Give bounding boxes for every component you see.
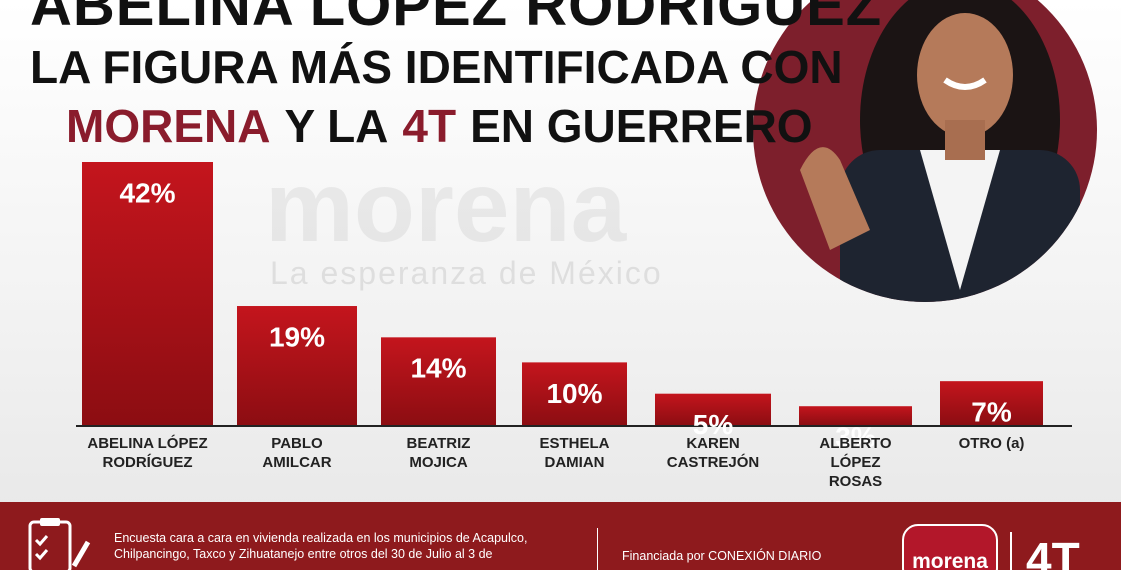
x-tick-label: KAREN CASTREJÓN <box>666 435 760 471</box>
bar <box>655 393 771 425</box>
value-label: 19% <box>269 321 325 352</box>
title: ABELINA LÓPEZ RODRÍGUEZ <box>30 0 883 38</box>
value-label: 3% <box>835 422 876 453</box>
x-tick-label: BEATRIZ MOJICA <box>406 435 471 471</box>
bar <box>522 362 627 425</box>
subtitle: LA FIGURA MÁS IDENTIFICADA CON <box>30 41 843 93</box>
value-label: 42% <box>119 177 175 208</box>
logo-divider <box>1010 532 1012 570</box>
bar <box>82 162 213 425</box>
x-tick-label: ESTHELA DAMIAN <box>539 435 610 471</box>
funding: Financiada por CONEXIÓN DIARIO <box>622 549 822 563</box>
value-label: 5% <box>693 409 734 440</box>
headline-part: EN GUERRERO <box>470 100 813 152</box>
value-label: 14% <box>410 353 466 384</box>
footer: Encuesta cara a cara en vivienda realiza… <box>0 502 1121 570</box>
x-tick-label: OTRO (a) <box>958 435 1025 452</box>
headline: MORENA Y LA 4T EN GUERRERO <box>66 99 827 153</box>
methodology-line: Encuesta cara a cara en vivienda realiza… <box>114 531 528 545</box>
x-tick-label: ALBERTO LÓPEZ ROSAS <box>819 435 892 490</box>
value-label: 7% <box>971 397 1012 428</box>
headline-part: MORENA <box>66 100 271 152</box>
divider <box>597 528 598 570</box>
methodology-line: Chilpancingo, Taxco y Zihuatanejo entre … <box>114 547 493 561</box>
x-tick-label: PABLO AMILCAR <box>262 435 332 471</box>
watermark: morena <box>265 151 627 263</box>
headline-part: 4T <box>402 100 457 152</box>
bar <box>237 306 357 425</box>
bar <box>940 381 1043 425</box>
x-tick-label: ABELINA LÓPEZ RODRÍGUEZ <box>87 435 208 471</box>
value-label: 10% <box>546 378 602 409</box>
bar <box>381 337 496 425</box>
watermark-tagline: La esperanza de México <box>270 255 663 291</box>
portrait <box>753 0 1097 302</box>
methodology: Encuesta cara a cara en vivienda realiza… <box>114 530 527 562</box>
logo-morena: morena <box>902 524 998 570</box>
logo-4t: 4T <box>1026 533 1080 570</box>
headline-part: Y LA <box>284 100 389 152</box>
clipboard-icon <box>28 518 91 570</box>
bar <box>799 406 912 425</box>
